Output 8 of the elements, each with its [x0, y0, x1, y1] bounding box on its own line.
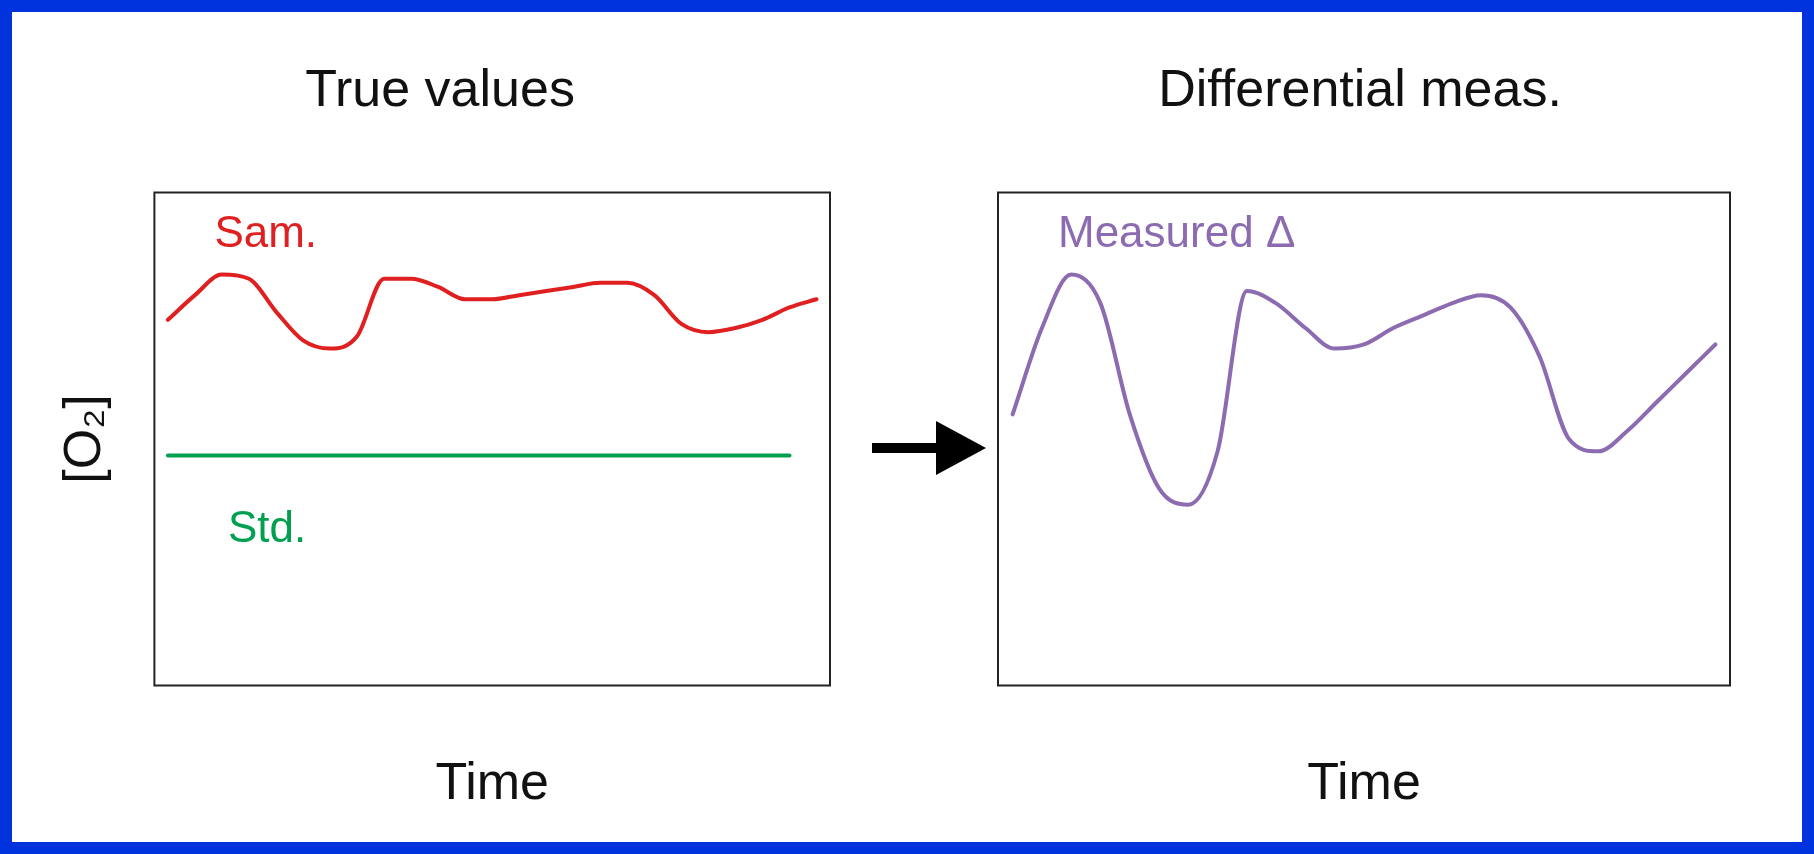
y-axis-title: [O₂] [52, 394, 111, 484]
chart-title: True values [305, 58, 575, 117]
series-label: Sam. [214, 206, 318, 256]
x-axis-title: Time [435, 752, 550, 811]
x-axis-title: Time [1307, 752, 1421, 811]
series-label: Std. [227, 501, 307, 551]
chart-title: Differential meas. [1158, 58, 1562, 117]
series-label: Measured Δ [1058, 206, 1296, 256]
